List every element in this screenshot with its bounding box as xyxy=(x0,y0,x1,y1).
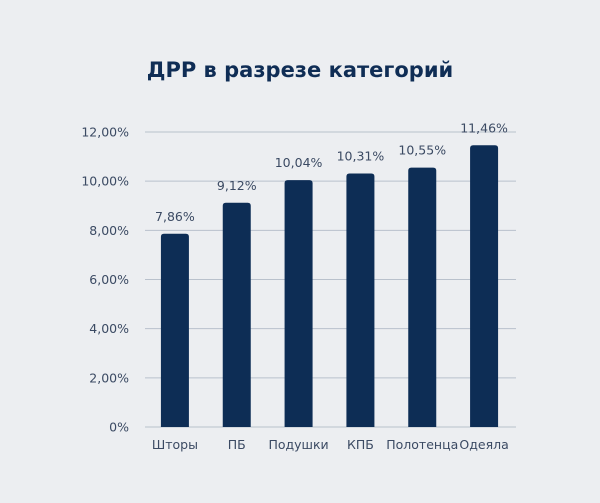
chart-title: ДРР в разрезе категорий xyxy=(146,58,454,82)
bar xyxy=(222,202,251,427)
data-label: 7,86% xyxy=(155,209,195,224)
bar xyxy=(470,145,499,427)
y-tick-label: 8,00% xyxy=(89,223,129,238)
data-label: 9,12% xyxy=(217,178,257,193)
y-tick-label: 12,00% xyxy=(81,125,129,140)
x-tick-label: Полотенца xyxy=(386,437,458,452)
bar xyxy=(346,173,375,427)
bar xyxy=(160,233,189,427)
x-tick-label: Одеяла xyxy=(459,437,508,452)
y-tick-label: 0% xyxy=(109,420,129,435)
y-tick-label: 4,00% xyxy=(89,321,129,336)
x-tick-label: ПБ xyxy=(228,437,246,452)
bar xyxy=(408,167,437,428)
data-label: 10,04% xyxy=(275,155,323,170)
x-tick-label: Шторы xyxy=(152,437,198,452)
bar xyxy=(284,180,313,427)
x-tick-label: Подушки xyxy=(268,437,328,452)
data-label: 11,46% xyxy=(460,120,508,135)
y-tick-label: 6,00% xyxy=(89,272,129,287)
data-label: 10,31% xyxy=(337,149,385,164)
y-tick-label: 10,00% xyxy=(81,174,129,189)
y-tick-label: 2,00% xyxy=(89,370,129,385)
x-tick-label: КПБ xyxy=(347,437,374,452)
data-label: 10,55% xyxy=(398,143,446,158)
